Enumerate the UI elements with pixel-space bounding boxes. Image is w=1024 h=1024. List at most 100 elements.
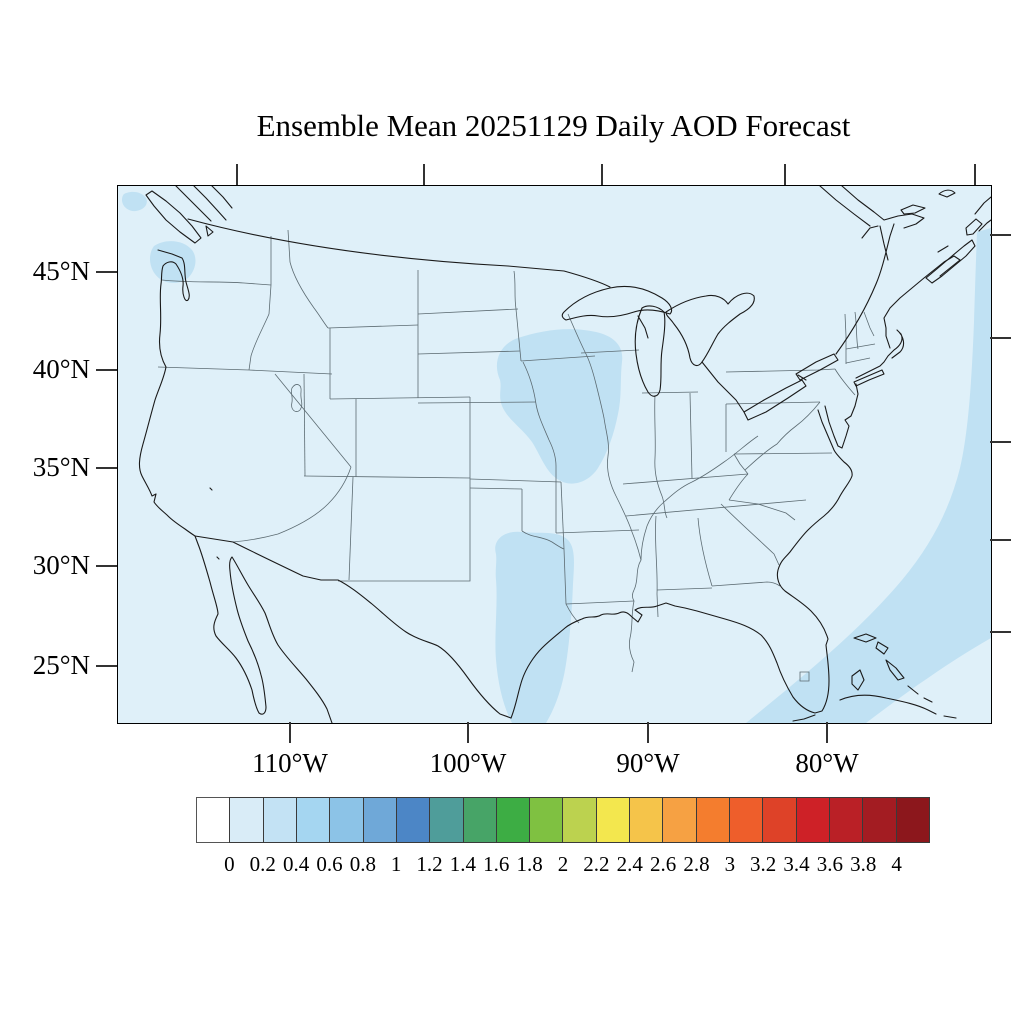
lat-tick-label: 40°N <box>32 354 90 384</box>
colorbar-cell-1 <box>229 797 264 843</box>
newfoundland-fragment <box>974 196 991 232</box>
aod-patch-offshore-washington <box>122 191 147 212</box>
colorbar-label-3.4: 3.4 <box>783 852 810 876</box>
top-axis-tick <box>784 164 786 185</box>
top-axis-tick <box>236 164 238 185</box>
colorbar-cell-16 <box>729 797 764 843</box>
colorbar-cell-14 <box>662 797 697 843</box>
us-mexico-border <box>194 535 512 719</box>
colorbar-label-2.4: 2.4 <box>616 852 643 876</box>
aod-patch-layer <box>122 191 991 723</box>
anticosti-island <box>938 189 956 198</box>
colorbar-label-3.8: 3.8 <box>850 852 877 876</box>
colorbar-cell-4 <box>329 797 364 843</box>
colorbar-label-0.6: 0.6 <box>316 852 343 876</box>
lon-tick-label: 100°W <box>429 748 507 778</box>
st-lawrence <box>819 186 925 355</box>
left-axis-tick <box>96 665 117 667</box>
top-axis-tick <box>601 164 603 185</box>
cape-breton <box>965 218 983 236</box>
canada-border-49n <box>187 218 611 288</box>
bottom-axis-tick <box>289 722 291 743</box>
plot-title: Ensemble Mean 20251129 Daily AOD Forecas… <box>256 108 851 143</box>
colorbar-label-2: 2 <box>557 852 569 876</box>
lon-tick-label: 110°W <box>252 748 328 778</box>
colorbar-label-3.2: 3.2 <box>750 852 777 876</box>
coastline-layer <box>138 186 991 723</box>
long-island <box>853 369 885 387</box>
colorbar-cell-9 <box>495 797 531 843</box>
aod-patch-atlantic-band <box>746 228 991 723</box>
pacific-baja-mexico-coast <box>138 249 333 723</box>
detroit-niagara-rivers <box>701 361 807 413</box>
vancouver-island <box>145 190 202 244</box>
lake-superior <box>561 285 673 321</box>
right-axis-tick <box>990 441 1011 443</box>
colorbar-cell-8 <box>462 797 497 843</box>
right-axis-tick <box>990 631 1011 633</box>
right-axis-tick <box>990 234 1011 236</box>
lat-tick-label: 45°N <box>32 256 90 286</box>
left-axis-tick <box>96 271 117 273</box>
left-axis-tick <box>96 467 117 469</box>
right-axis-tick <box>990 337 1011 339</box>
colorbar-label-0.8: 0.8 <box>349 852 376 876</box>
map-plot-area <box>117 185 992 724</box>
left-axis-tick <box>96 369 117 371</box>
lon-tick-label: 90°W <box>616 748 680 778</box>
colorbar-cell-3 <box>295 797 331 843</box>
bottom-axis-tick <box>467 722 469 743</box>
colorbar-cell-6 <box>395 797 431 843</box>
lake-ontario <box>795 353 839 381</box>
colorbar-label-1.2: 1.2 <box>416 852 443 876</box>
lat-tick-label: 25°N <box>32 650 90 680</box>
colorbar-label-1.6: 1.6 <box>483 852 510 876</box>
cuba <box>839 694 957 719</box>
colorbar-label-0: 0 <box>224 852 235 876</box>
left-axis-tick <box>96 565 117 567</box>
lake-erie <box>743 379 807 421</box>
gulf-atlantic-coast <box>510 383 859 719</box>
colorbar-cell-11 <box>562 797 597 843</box>
colorbar-cell-17 <box>762 797 797 843</box>
state-border-layer <box>157 229 876 682</box>
lat-tick-label: 35°N <box>32 452 90 482</box>
bottom-axis-tick <box>647 722 649 743</box>
florida-keys <box>792 714 816 722</box>
bc-coast-inlets <box>175 186 233 237</box>
colorbar-cell-18 <box>795 797 830 843</box>
colorbar-cell-5 <box>362 797 397 843</box>
aod-colorbar <box>196 797 930 843</box>
prince-edward-island <box>900 204 926 215</box>
aod-patch-iowa-missouri <box>496 329 623 484</box>
bahamas <box>851 633 933 703</box>
colorbar-label-0.2: 0.2 <box>249 852 276 876</box>
colorbar-cell-2 <box>262 797 297 843</box>
colorbar-cell-10 <box>529 797 564 843</box>
colorbar-cell-7 <box>429 797 464 843</box>
colorbar-label-1.8: 1.8 <box>516 852 543 876</box>
colorbar-label-2.8: 2.8 <box>683 852 710 876</box>
colorbar-cell-13 <box>629 797 664 843</box>
colorbar-label-1: 1 <box>390 852 402 876</box>
colorbar-cell-0 <box>196 797 231 843</box>
right-axis-tick <box>990 539 1011 541</box>
colorbar-cell-15 <box>695 797 730 843</box>
lat-tick-label: 30°N <box>32 550 90 580</box>
conus-aod-map <box>118 186 991 723</box>
colorbar-label-4: 4 <box>891 852 902 876</box>
aod-patch-east-texas <box>495 531 574 723</box>
colorbar-label-3: 3 <box>724 852 736 876</box>
lake-huron <box>665 292 755 367</box>
colorbar-label-0.4: 0.4 <box>282 852 310 876</box>
baja-islets <box>209 487 220 560</box>
colorbar-cell-19 <box>828 797 864 843</box>
nova-scotia <box>925 239 976 284</box>
colorbar-cell-21 <box>895 797 930 843</box>
colorbar-label-2.6: 2.6 <box>649 852 677 876</box>
top-axis-tick <box>974 164 976 185</box>
colorbar-label-2.2: 2.2 <box>583 852 610 876</box>
lake-michigan <box>634 305 666 397</box>
colorbar-cell-20 <box>862 797 897 843</box>
